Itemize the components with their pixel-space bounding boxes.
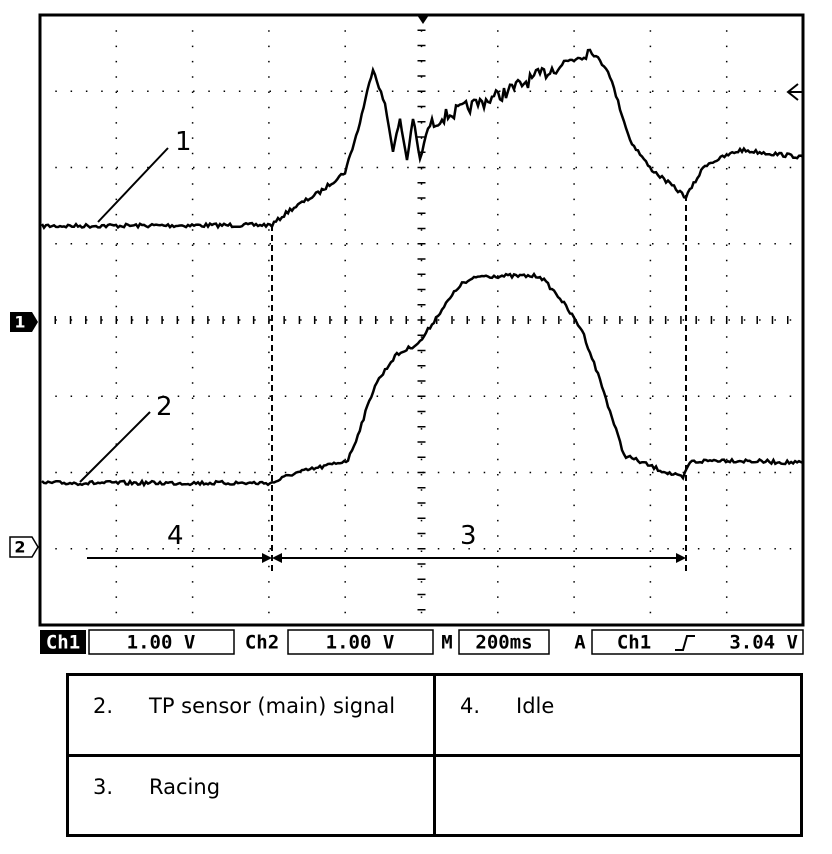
item-number: 2.: [93, 694, 114, 718]
status-text: A: [574, 632, 586, 654]
arrow-head: [272, 553, 282, 563]
item-number: 4.: [460, 694, 481, 718]
legend-table: 2. TP sensor (main) signal 4. Idle 3. Racin…: [66, 673, 803, 837]
grid: [39, 14, 804, 626]
status-box: [458, 629, 550, 655]
legend-cell: 2. TP sensor (main) signal: [66, 673, 436, 757]
phase-label: 4: [167, 521, 184, 551]
status-bar: Ch1 1.00 V Ch2 1.00 V M 200ms A Ch1 3.04…: [40, 629, 804, 655]
status-box: [88, 629, 235, 655]
item-text: Idle: [516, 694, 555, 718]
leader-line: [79, 411, 151, 483]
status-text: Ch2: [245, 632, 279, 654]
item-text: TP sensor (main) signal: [149, 694, 396, 718]
trace-label: 1: [175, 127, 192, 157]
status-box: [287, 629, 434, 655]
item-number: 3.: [93, 774, 114, 799]
legend-cell: 3. Racing: [66, 753, 436, 837]
status-text: M: [441, 632, 452, 654]
channel-marker: [10, 312, 38, 332]
channel-marker: [9, 536, 39, 558]
leader-line: [97, 147, 169, 223]
status-box: [591, 629, 804, 655]
item-text: Racing: [149, 774, 221, 799]
status-text: Ch1: [46, 632, 80, 654]
trace-1: [40, 48, 804, 230]
status-text: Ch1: [617, 632, 651, 654]
trigger-slope: [675, 635, 695, 651]
trace-2: [41, 271, 804, 488]
status-text: 3.04 V: [729, 632, 798, 654]
scope-screen: 1 2 3 4 1 2 Ch1 1.00 V Ch2 1.00 V M 200m…: [9, 13, 805, 655]
trace-label: 2: [156, 392, 173, 422]
status-text: 1.00 V: [127, 632, 196, 654]
status-text: 1.00 V: [326, 632, 395, 654]
legend-cell: [433, 753, 803, 837]
channel-marker-label: 1: [14, 313, 25, 332]
arrow-head: [262, 553, 272, 563]
status-text: 200ms: [475, 632, 532, 654]
trigger-pos: [417, 15, 429, 24]
arrow-head: [676, 553, 686, 563]
phase-label: 3: [460, 521, 477, 551]
legend-cell: 4. Idle: [433, 673, 803, 757]
channel-marker-label: 2: [14, 538, 25, 557]
status-box: [40, 630, 86, 654]
